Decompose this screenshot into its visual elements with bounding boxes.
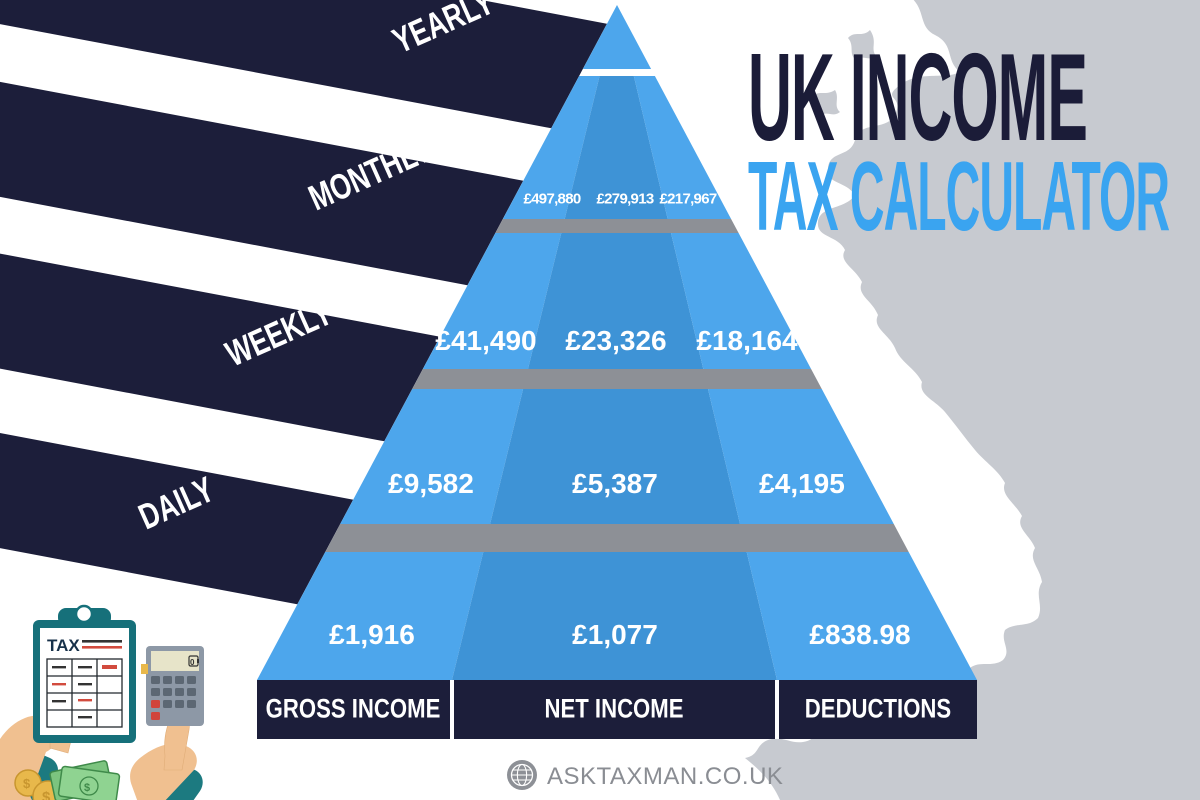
svg-text:$: $ bbox=[84, 782, 90, 794]
svg-text:$: $ bbox=[23, 776, 31, 791]
svg-text:0: 0 bbox=[190, 658, 195, 667]
svg-text:$: $ bbox=[42, 789, 51, 800]
svg-text:TAX: TAX bbox=[47, 636, 80, 655]
